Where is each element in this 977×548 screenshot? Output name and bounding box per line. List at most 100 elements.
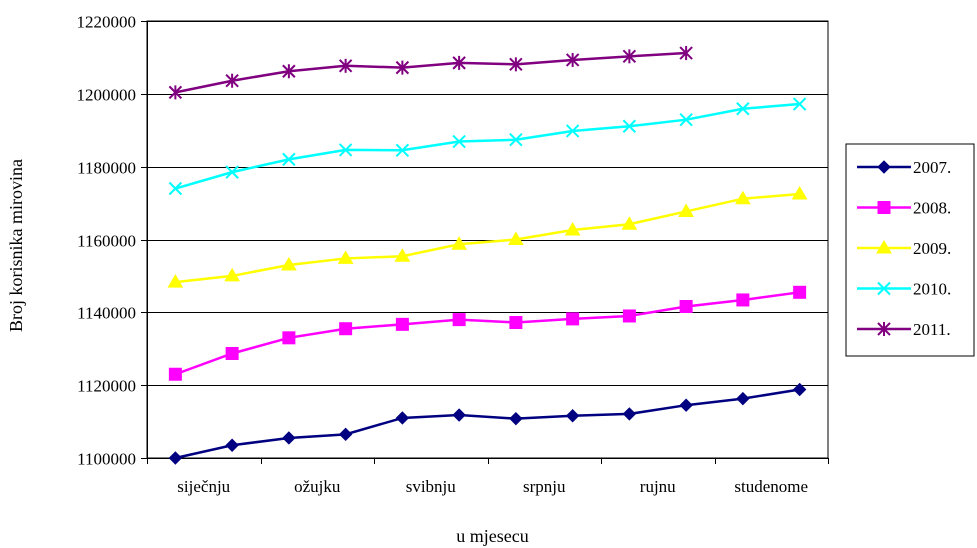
data-point xyxy=(679,300,693,314)
legend-label: 2010. xyxy=(913,280,951,299)
data-point xyxy=(566,312,580,326)
data-point xyxy=(337,250,354,264)
data-point xyxy=(168,367,182,381)
data-point xyxy=(565,124,580,138)
data-point xyxy=(452,408,466,422)
data-point xyxy=(452,134,466,149)
y-tick-label: 1160000 xyxy=(77,232,136,251)
data-point xyxy=(622,49,637,64)
legend-marker xyxy=(877,281,891,296)
series-lines xyxy=(167,46,808,465)
data-point xyxy=(736,102,750,116)
data-point xyxy=(282,64,296,79)
data-point xyxy=(792,382,807,397)
legend-item: 2009. xyxy=(857,239,951,258)
x-tick-label: studenome xyxy=(734,477,808,496)
data-point xyxy=(224,267,240,282)
data-point xyxy=(736,293,750,307)
legend-item: 2007. xyxy=(857,158,951,177)
data-point xyxy=(565,409,580,423)
data-point xyxy=(679,112,693,127)
legend-marker xyxy=(877,201,891,214)
data-point xyxy=(565,52,580,67)
data-point xyxy=(338,427,353,442)
y-tick-label: 1140000 xyxy=(77,304,136,323)
data-point xyxy=(508,231,524,245)
data-point xyxy=(509,411,523,426)
data-point xyxy=(395,411,410,425)
data-point xyxy=(282,431,296,445)
data-point xyxy=(395,60,410,75)
data-point xyxy=(564,222,581,236)
gridlines xyxy=(147,21,828,386)
data-point xyxy=(622,407,637,421)
data-point xyxy=(452,55,466,70)
data-point xyxy=(168,181,183,196)
data-point xyxy=(338,143,353,157)
data-point xyxy=(339,322,353,336)
data-point xyxy=(225,438,239,452)
data-point xyxy=(792,97,807,111)
series-2011 xyxy=(168,46,693,100)
axes: 1100000 1120000 1140000 1160000 1180000 12000… xyxy=(77,13,829,496)
data-point xyxy=(791,185,808,200)
legend-item: 2011. xyxy=(857,320,951,339)
x-tick-label: ožujku xyxy=(294,477,341,496)
data-point xyxy=(394,248,411,262)
legend-marker xyxy=(876,240,892,254)
series-line xyxy=(175,388,800,460)
legend-label: 2008. xyxy=(913,199,951,218)
data-point xyxy=(509,57,523,72)
data-point xyxy=(622,119,637,133)
data-point xyxy=(793,285,807,299)
x-tick-label: rujnu xyxy=(640,477,676,496)
y-axis-title: Broj korisnika mirovina xyxy=(6,159,26,332)
data-point xyxy=(282,331,296,345)
legend-label: 2011. xyxy=(913,320,951,339)
data-point xyxy=(168,85,183,100)
series-line xyxy=(175,51,687,94)
y-tick-label: 1100000 xyxy=(77,450,136,469)
x-tick-label: srpnju xyxy=(523,477,566,496)
legend-marker xyxy=(877,322,891,336)
data-point xyxy=(395,143,410,157)
legend: 2007. 2008. 2009. 2010. 2011. xyxy=(845,143,975,357)
data-point xyxy=(225,73,239,88)
y-tick-label: 1180000 xyxy=(77,159,136,178)
data-point xyxy=(509,133,523,147)
plot-area xyxy=(146,20,829,459)
data-point xyxy=(678,203,694,217)
y-tick-label: 1200000 xyxy=(77,86,137,105)
series-line xyxy=(175,102,800,190)
series-line xyxy=(174,291,800,376)
legend-marker xyxy=(877,160,891,174)
data-point xyxy=(225,346,239,360)
series-line xyxy=(175,192,800,284)
data-point xyxy=(225,165,239,179)
data-point xyxy=(167,274,184,288)
series-2009 xyxy=(167,185,808,288)
data-point xyxy=(338,58,353,73)
data-point xyxy=(679,46,693,61)
data-point xyxy=(451,236,467,250)
legend-label: 2007. xyxy=(913,158,951,177)
data-point xyxy=(395,317,409,331)
data-point xyxy=(621,216,638,230)
series-2008 xyxy=(168,285,807,381)
data-point xyxy=(168,451,183,465)
data-point xyxy=(735,190,751,205)
legend-item: 2010. xyxy=(857,280,951,299)
x-tick-label: siječnju xyxy=(177,477,230,496)
data-point xyxy=(509,316,523,330)
data-point xyxy=(679,398,693,412)
legend-box xyxy=(845,143,975,357)
y-tick-label: 1120000 xyxy=(77,377,136,396)
data-point xyxy=(622,309,636,323)
data-point xyxy=(736,391,750,406)
y-tick-label: 1220000 xyxy=(77,13,137,32)
legend-item: 2008. xyxy=(857,199,951,218)
x-tick-label: svibnju xyxy=(406,477,457,496)
data-point xyxy=(452,313,466,327)
plot-frame xyxy=(146,20,829,459)
x-axis-title: u mjesecu xyxy=(456,526,528,546)
